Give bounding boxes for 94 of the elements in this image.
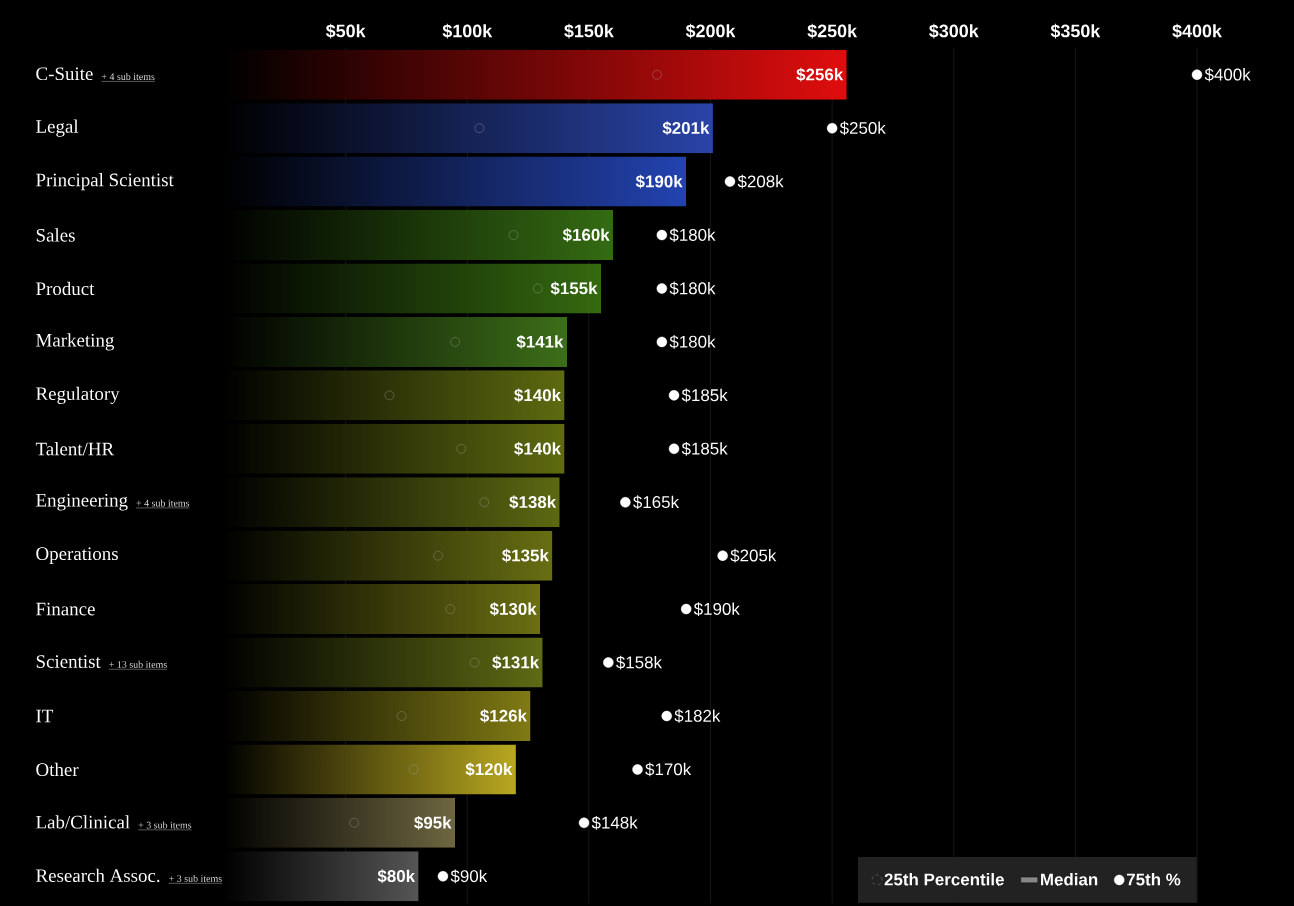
data-label: $190k	[635, 174, 683, 189]
y-tick-label: IT	[36, 709, 54, 723]
data-label: $185k	[681, 388, 728, 403]
y-tick-label: Sales	[36, 228, 75, 242]
point	[578, 817, 590, 829]
data-label: $120k	[465, 762, 513, 777]
text: + 3 sub items	[138, 821, 192, 829]
point	[409, 764, 419, 775]
point	[668, 443, 680, 454]
legend-label: 75th %	[1126, 873, 1181, 886]
point	[724, 176, 736, 187]
point	[384, 390, 395, 401]
data-label: $182k	[674, 709, 721, 723]
data-label: $130k	[489, 602, 537, 616]
point	[450, 337, 460, 347]
x-tick-label: $400k	[1172, 23, 1222, 39]
data-label: $140k	[514, 388, 562, 403]
point	[717, 550, 728, 561]
data-label: $148k	[591, 815, 638, 830]
x-tick-label: $350k	[1050, 23, 1101, 39]
point	[508, 230, 519, 240]
data-label: $126k	[480, 709, 527, 723]
point	[474, 123, 485, 133]
data-label: $131k	[492, 655, 540, 670]
data-label: $250k	[839, 121, 886, 135]
data-label: $185k	[681, 441, 728, 456]
data-label: $205k	[730, 548, 777, 563]
data-label: $95k	[414, 815, 452, 830]
point	[469, 657, 480, 668]
data-label: $140k	[514, 441, 562, 456]
legend-label: Median	[1041, 873, 1098, 886]
text: + 3 sub items	[169, 874, 222, 882]
point	[680, 603, 692, 615]
text: + 4 sub items	[136, 499, 190, 507]
x-tick-label: $150k	[564, 23, 614, 39]
y-tick-label: Product	[36, 281, 95, 296]
y-tick-label: Lab/Clinical	[36, 815, 130, 829]
y-tick-label: Talent/HR	[35, 442, 115, 456]
y-tick-label: Finance	[36, 602, 95, 616]
point	[445, 604, 455, 614]
data-label: $180k	[669, 281, 716, 296]
data-label: $180k	[669, 335, 716, 349]
point	[1191, 69, 1203, 80]
y-tick-label: Regulatory	[36, 386, 120, 404]
x-tick-label: $50k	[325, 23, 366, 39]
data-label: $135k	[502, 548, 549, 563]
point	[652, 70, 662, 80]
y-tick-label: Legal	[36, 119, 79, 137]
point	[349, 818, 359, 828]
legend-label: 25th Percentile	[884, 873, 1004, 886]
data-label: $138k	[509, 495, 557, 510]
data-label: $158k	[616, 655, 663, 670]
y-tick-label: C-Suite	[36, 67, 93, 81]
point	[479, 497, 489, 507]
data-label: $155k	[550, 281, 598, 296]
point	[656, 336, 668, 348]
point	[826, 122, 838, 134]
y-tick-label: Operations	[36, 547, 118, 564]
point	[632, 764, 643, 775]
x-tick-label: $200k	[685, 23, 736, 39]
text: + 4 sub items	[101, 73, 155, 81]
point	[533, 283, 543, 294]
y-tick-label: Other	[36, 762, 79, 777]
data-label: $180k	[669, 228, 716, 242]
y-tick-label: Research Assoc.	[36, 868, 160, 883]
data-label: $165k	[633, 495, 680, 510]
data-label: $90k	[450, 869, 488, 884]
text: + 13 sub items	[109, 660, 167, 668]
point	[437, 871, 449, 882]
data-label: $201k	[662, 121, 710, 136]
data-label: $160k	[562, 228, 610, 242]
x-tick-label: $300k	[929, 23, 979, 39]
data-label: $190k	[693, 602, 740, 616]
point	[603, 657, 614, 668]
point	[656, 229, 668, 241]
point	[668, 390, 680, 401]
point	[661, 710, 672, 722]
data-label: $256k	[796, 67, 844, 82]
point	[456, 444, 466, 454]
x-tick-label: $100k	[442, 23, 493, 39]
data-label: $208k	[737, 174, 784, 189]
point	[396, 711, 407, 721]
y-tick-label: Principal Scientist	[36, 173, 174, 191]
data-label: $170k	[645, 762, 692, 777]
y-tick-label: Engineering	[36, 493, 128, 511]
y-tick-label: Marketing	[36, 333, 115, 351]
data-label: $400k	[1204, 67, 1251, 82]
data-label: $80k	[377, 869, 416, 884]
point	[656, 283, 668, 294]
point	[620, 497, 631, 508]
x-tick-label: $250k	[807, 23, 858, 39]
data-label: $141k	[516, 334, 564, 349]
point	[433, 550, 443, 561]
y-tick-label: Scientist	[36, 655, 101, 668]
